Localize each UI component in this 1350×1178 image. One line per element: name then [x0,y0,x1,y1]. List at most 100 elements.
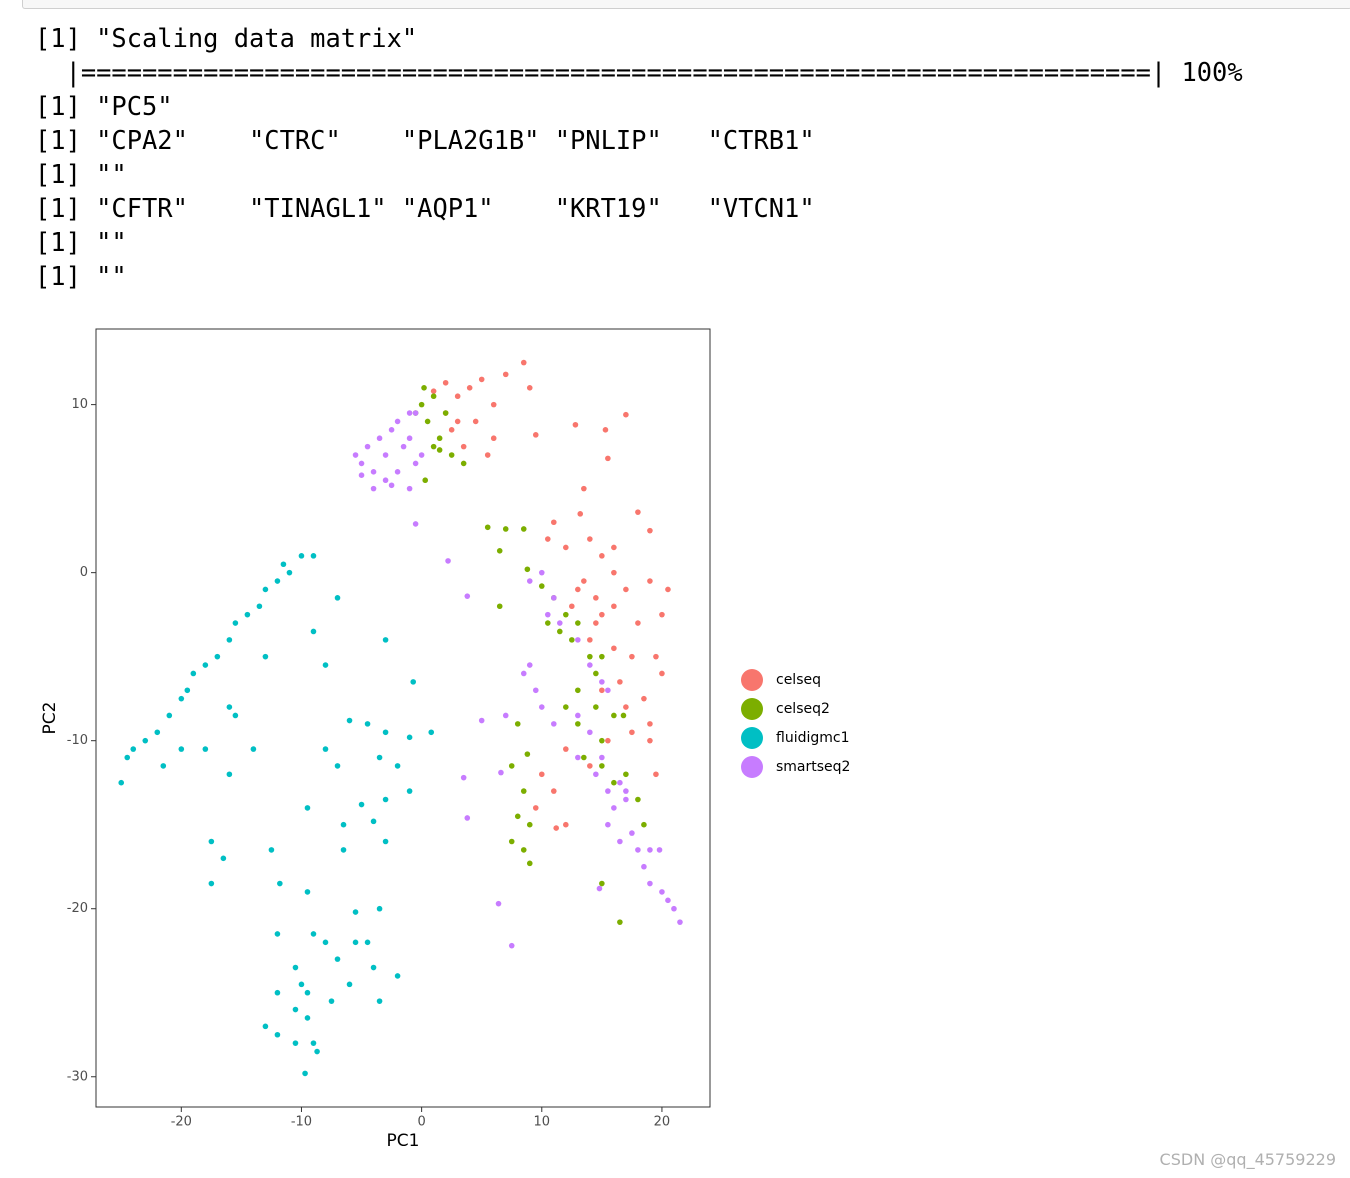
point [581,578,587,584]
point [524,566,531,573]
point [394,469,401,475]
point [184,687,191,694]
point [124,754,131,761]
point [520,359,527,366]
point [430,393,437,400]
point [611,779,617,786]
point [418,401,425,408]
point [514,813,521,820]
point [599,880,605,887]
point [665,586,671,593]
point [623,586,629,593]
point [620,712,627,719]
point [302,1070,308,1077]
legend-label: celseq2 [776,701,830,717]
point [358,801,365,808]
point [334,956,341,962]
point [232,620,239,626]
point [304,1015,311,1021]
point [514,721,521,727]
point [394,973,401,979]
console-output: [1] "Scaling data matrix" |=============… [35,21,1243,293]
point [572,421,579,428]
point [617,779,623,786]
point [635,509,641,515]
x-tick-label: -10 [291,1115,312,1130]
y-tick-label: -30 [67,1069,88,1084]
point [418,452,425,458]
point [587,729,593,736]
console-line: [1] "" [35,261,127,291]
point [596,885,603,892]
point [496,603,503,610]
point [577,511,584,517]
point [400,443,407,450]
point [382,729,389,736]
point [202,746,209,752]
point [445,558,451,564]
point [611,645,617,652]
point [292,1006,299,1013]
point [575,637,581,643]
point [593,595,599,601]
point [421,385,427,391]
point [581,754,587,761]
point [508,942,515,949]
point [647,847,653,853]
point [569,603,575,610]
point [376,998,383,1004]
point [502,526,509,532]
point [605,788,611,794]
point [599,553,605,559]
point [617,679,623,685]
point [605,737,611,744]
point [430,443,437,450]
point [160,763,167,769]
point [454,418,461,425]
point [524,751,531,757]
console-line: [1] "CFTR" "TINAGL1" "AQP1" "KRT19" "VTC… [35,193,846,223]
point [671,905,677,912]
point [406,485,413,492]
point [322,939,329,946]
point [382,452,389,458]
point [623,704,629,710]
point [142,737,149,744]
point [496,548,503,554]
point [370,964,377,971]
point [406,788,413,794]
point [563,821,569,828]
point [599,754,605,761]
legend-label: celseq [776,672,821,688]
point [274,578,281,584]
point [328,998,335,1004]
point [304,805,311,811]
point [647,721,653,727]
watermark: CSDN @qq_45759229 [1159,1150,1336,1169]
point [575,754,581,761]
point [617,838,623,845]
point [623,788,629,794]
point [370,469,377,475]
point [472,418,479,425]
point [464,815,471,821]
legend-key [741,727,763,749]
console-line: [1] "Scaling data matrix" [35,23,418,53]
point [575,586,581,593]
console-line: [1] "" [35,159,127,189]
point [466,385,473,391]
point [370,485,377,492]
x-tick-label: -20 [171,1115,192,1130]
point [629,653,635,660]
point [665,897,671,904]
point [277,880,283,887]
x-axis-label: PC1 [387,1131,420,1151]
point [322,662,329,668]
point [611,603,617,610]
point [274,931,281,937]
point [599,763,605,769]
point [232,712,239,719]
point [422,477,429,484]
console-line: [1] "" [35,227,127,257]
point [647,880,653,887]
